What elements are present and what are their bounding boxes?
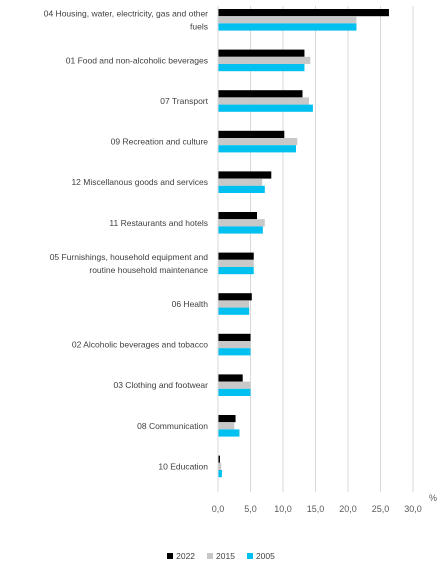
bar-2022 xyxy=(218,333,251,341)
bar-2015 xyxy=(218,381,251,389)
bar-2015 xyxy=(218,97,309,105)
bar-2022 xyxy=(218,293,252,301)
bar-2005 xyxy=(218,185,265,193)
x-tick-label: 20,0 xyxy=(339,504,357,514)
bar-2022 xyxy=(218,130,285,138)
legend-swatch-2015 xyxy=(207,553,214,559)
category-label: 02 Alcoholic beverages and tobacco xyxy=(72,340,208,350)
bar-2022 xyxy=(218,171,272,179)
bar-2015 xyxy=(218,178,263,186)
bar-2015 xyxy=(218,56,311,64)
bar-2005 xyxy=(218,388,251,396)
x-axis-unit-label: % xyxy=(429,493,437,503)
bar-2022 xyxy=(218,9,389,17)
legend-label-2015: 2015 xyxy=(216,551,235,561)
x-tick-label: 10,0 xyxy=(274,504,292,514)
legend-item-2022: 2022 xyxy=(167,551,195,561)
bar-2015 xyxy=(218,138,298,146)
legend-label-2022: 2022 xyxy=(176,551,196,561)
category-label: routine household maintenance xyxy=(89,265,208,275)
x-tick-label: 30,0 xyxy=(404,504,422,514)
bar-2015 xyxy=(218,341,251,349)
bar-2005 xyxy=(218,64,305,72)
bar-2015 xyxy=(218,422,235,430)
bar-2022 xyxy=(218,212,257,220)
category-label: 10 Education xyxy=(158,461,208,471)
bar-2022 xyxy=(218,49,305,57)
legend-label-2005: 2005 xyxy=(255,551,275,561)
bar-2015 xyxy=(218,300,250,308)
bar-2022 xyxy=(218,374,243,382)
category-label: 01 Food and non-alcoholic beverages xyxy=(66,55,208,65)
category-label: 09 Recreation and culture xyxy=(111,137,209,147)
category-label: 03 Clothing and footwear xyxy=(113,380,208,390)
bar-2005 xyxy=(218,145,296,153)
category-label: 11 Restaurants and hotels xyxy=(109,218,208,228)
legend-swatch-2022 xyxy=(167,553,174,559)
bar-2022 xyxy=(218,252,254,260)
bar-2005 xyxy=(218,104,313,112)
category-label: 07 Transport xyxy=(160,96,208,106)
x-tick-label: 25,0 xyxy=(372,504,390,514)
bar-2005 xyxy=(218,429,240,437)
bar-2022 xyxy=(218,90,303,98)
category-label: 06 Health xyxy=(172,299,209,309)
bar-2005 xyxy=(218,307,250,315)
bar-2015 xyxy=(218,219,265,227)
bar-2015 xyxy=(218,259,254,267)
bar-2005 xyxy=(218,470,222,478)
legend-item-2005: 2005 xyxy=(246,551,275,561)
x-tick-label: 0,0 xyxy=(212,504,225,514)
category-label: 08 Communication xyxy=(137,421,208,431)
legend-item-2015: 2015 xyxy=(207,551,235,561)
x-axis-tick-labels: 0,0 5,0 10,0 15,0 20,0 25,0 30,0 xyxy=(212,504,422,514)
gridlines xyxy=(250,6,414,492)
legend-swatch-2005 xyxy=(246,553,253,559)
category-labels: 04 Housing, water, electricity, gas and … xyxy=(44,8,209,471)
category-label: 12 Miscellanous goods and services xyxy=(71,177,208,187)
category-label: fuels xyxy=(190,21,208,31)
bar-2015 xyxy=(218,462,222,470)
bars xyxy=(218,9,389,478)
bar-2005 xyxy=(218,348,251,356)
category-label: 05 Furnishings, household equipment and xyxy=(50,252,209,262)
bar-2022 xyxy=(218,455,220,463)
bar-2022 xyxy=(218,415,236,423)
x-tick-label: 5,0 xyxy=(244,504,257,514)
legend: 2022 2015 2005 xyxy=(0,551,442,561)
bar-2005 xyxy=(218,267,254,275)
category-label: 04 Housing, water, electricity, gas and … xyxy=(44,8,208,18)
bar-2005 xyxy=(218,23,357,31)
bar-2015 xyxy=(218,16,357,24)
x-tick-label: 15,0 xyxy=(307,504,325,514)
bar-2005 xyxy=(218,226,263,234)
